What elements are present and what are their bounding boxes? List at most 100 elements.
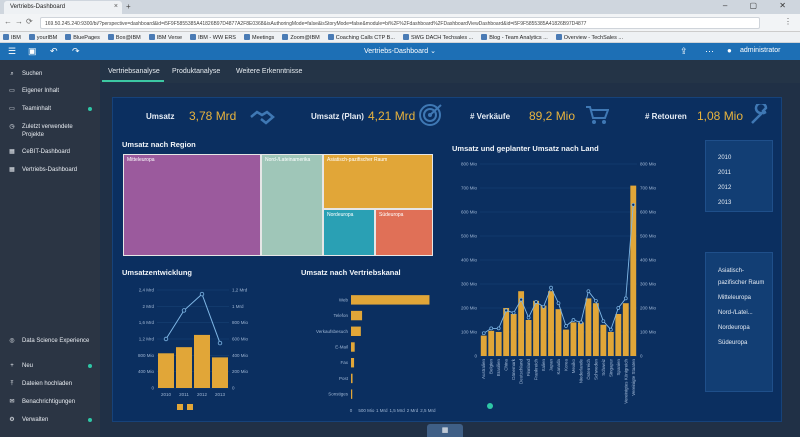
x-tick-label: Finnland bbox=[526, 359, 531, 377]
bookmark-item[interactable]: Zoom@IBM bbox=[282, 34, 320, 41]
forward-icon[interactable]: → bbox=[15, 17, 23, 26]
bookmark-label: Box@IBM bbox=[115, 35, 141, 41]
browser-tab[interactable]: Vertriebs-Dashboard × bbox=[4, 1, 122, 14]
tab-close-icon[interactable]: × bbox=[113, 3, 118, 10]
y2-tick-label: 600 Mio bbox=[640, 210, 657, 215]
bookmark-item[interactable]: Coaching Calls CTP B... bbox=[327, 34, 395, 41]
legend-swatch bbox=[487, 403, 493, 409]
treemap-tile[interactable]: Asiatisch-pazifischer Raum bbox=[323, 154, 433, 209]
dashboard-title-text: Vertriebs-Dashboard bbox=[363, 48, 429, 55]
y-tick-label: 400 Mio bbox=[138, 369, 155, 374]
bar bbox=[622, 303, 629, 356]
bar bbox=[540, 305, 547, 356]
new-tab-button[interactable]: + bbox=[126, 2, 131, 11]
bookmark-icon bbox=[190, 34, 197, 40]
region-filter-item[interactable]: Mitteleuropa bbox=[718, 295, 752, 301]
save-icon[interactable]: ▣ bbox=[28, 46, 37, 56]
x-tick-label: Schweiz bbox=[601, 358, 606, 376]
bookmark-item[interactable]: IBM bbox=[3, 34, 21, 41]
bookmark-item[interactable]: BluePages bbox=[65, 34, 100, 41]
sidebar-item-benachrichtigungen[interactable]: ✉ Benachrichtigungen bbox=[8, 398, 94, 406]
redo-icon[interactable]: ↷ bbox=[72, 46, 80, 56]
region-filter-item[interactable]: Südeuropa bbox=[718, 340, 748, 346]
year-filter-item[interactable]: 2013 bbox=[718, 200, 732, 206]
y-tick-label: 0 bbox=[151, 386, 154, 391]
tab-vertriebsanalyse[interactable]: Vertriebsanalyse bbox=[108, 68, 160, 75]
x-tick-label: 2013 bbox=[215, 392, 226, 397]
dashboard-title[interactable]: Vertriebs-Dashboard ⌄ bbox=[320, 47, 480, 55]
treemap-tile[interactable]: Nord-/Lateinamerika bbox=[261, 154, 323, 256]
bookmark-item[interactable]: Blog - Team Analytics ... bbox=[481, 34, 548, 41]
sidebar-item-suchen[interactable]: ⌕ Suchen bbox=[8, 70, 94, 78]
y2-tick-label: 100 Mio bbox=[640, 330, 657, 335]
more-icon[interactable]: ⋯ bbox=[705, 46, 714, 56]
bookmark-label: BluePages bbox=[73, 35, 100, 41]
line-point bbox=[163, 336, 169, 342]
line-point bbox=[608, 327, 613, 332]
sidebar-item-neu[interactable]: + Neu bbox=[8, 362, 94, 370]
bookmark-item[interactable]: SWG DACH Techsales ... bbox=[402, 34, 473, 41]
browser-menu-icon[interactable]: ⋮ bbox=[784, 17, 792, 26]
treemap-tile[interactable]: Südeuropa bbox=[375, 209, 433, 256]
share-icon[interactable]: ⇪ bbox=[680, 46, 688, 56]
sidebar-item-label: Data Science Experience bbox=[22, 338, 90, 344]
x-tick-label: 2012 bbox=[197, 392, 208, 397]
x-tick-label: 2010 bbox=[161, 392, 172, 397]
chart-title-umsatzentwicklung: Umsatzentwicklung bbox=[122, 268, 193, 277]
search-icon: ⌕ bbox=[10, 71, 14, 77]
url-input[interactable]: 169.50.245.240:9300/bi/?perspective=dash… bbox=[40, 17, 760, 29]
sidebar-item-label: Suchen bbox=[22, 71, 43, 77]
grid-icon[interactable]: ▦ bbox=[427, 424, 463, 437]
bookmark-item[interactable]: Box@IBM bbox=[107, 34, 141, 41]
treemap-tile[interactable]: Nordeuropa bbox=[323, 209, 375, 256]
x-tick-label: Korea bbox=[563, 359, 568, 372]
tab-weitere-erkenntnisse[interactable]: Weitere Erkenntnisse bbox=[236, 68, 303, 75]
clock-icon: ◷ bbox=[9, 124, 15, 130]
bookmark-item[interactable]: Overview - TechSales ... bbox=[555, 34, 623, 41]
y2-tick-label: 800 Mio bbox=[232, 320, 249, 325]
bar bbox=[351, 342, 355, 352]
undo-icon[interactable]: ↶ bbox=[50, 46, 58, 56]
y2-tick-label: 300 Mio bbox=[640, 282, 657, 287]
user-name[interactable]: administrator bbox=[740, 47, 781, 54]
user-icon[interactable]: ● bbox=[727, 46, 732, 55]
legend-swatch bbox=[187, 404, 193, 410]
bookmarks-bar: IBM yourIBM BluePages Box@IBM IBM Verse IBM -… bbox=[0, 32, 800, 43]
sidebar-item-label: Benachrichtigungen bbox=[22, 399, 76, 405]
reload-icon[interactable]: ⟳ bbox=[26, 17, 33, 26]
bookmark-item[interactable]: yourIBM bbox=[28, 34, 57, 41]
bar bbox=[585, 298, 592, 356]
category-label: Sonstiges bbox=[328, 392, 349, 397]
category-label: Web bbox=[339, 297, 349, 302]
year-filter-item[interactable]: 2011 bbox=[718, 170, 731, 176]
bookmark-item[interactable]: IBM - WW ERS bbox=[190, 34, 236, 41]
bookmark-item[interactable]: IBM Verse bbox=[148, 34, 182, 41]
window-controls[interactable]: – ▢ ✕ bbox=[722, 1, 796, 10]
sidebar-item-teaminhalt[interactable]: ▭ Teaminhalt bbox=[8, 105, 94, 113]
sidebar-item-dateien-hochladen[interactable]: ⤒ Dateien hochladen bbox=[8, 380, 94, 388]
menu-icon[interactable]: ☰ bbox=[8, 46, 17, 56]
year-filter-item[interactable]: 2012 bbox=[718, 185, 732, 191]
bar bbox=[503, 308, 510, 356]
region-filter-item[interactable]: Nordeuropa bbox=[718, 325, 750, 331]
sidebar-item-data-science-experience[interactable]: ◎ Data Science Experience bbox=[8, 337, 94, 345]
y-tick-label: 0 bbox=[474, 354, 477, 359]
sidebar-item-vertriebs-dashboard[interactable]: ▦ Vertriebs-Dashboard bbox=[8, 166, 94, 174]
treemap-tile[interactable]: Mitteleuropa bbox=[123, 154, 261, 256]
sidebar-item-cebit-dashboard[interactable]: ▦ CeBIT-Dashboard bbox=[8, 148, 94, 156]
notification-icon: ✉ bbox=[9, 399, 15, 405]
y2-tick-label: 0 bbox=[232, 386, 235, 391]
year-filter-item[interactable]: 2010 bbox=[718, 155, 732, 161]
bookmark-icon bbox=[148, 34, 155, 40]
umsatzentwicklung-chart: 0 400 Mio 800 Mio 1,2 Mrd 1,6 Mrd 2 Mrd 2,4 Mr… bbox=[138, 288, 249, 410]
y2-tick-label: 500 Mio bbox=[640, 234, 657, 239]
region-filter-item[interactable]: Nord-/Latei... bbox=[718, 310, 753, 316]
sidebar-item-verwalten[interactable]: ⚙ Verwalten bbox=[8, 416, 94, 424]
x-tick-label: Dänemark bbox=[511, 358, 516, 380]
tab-produktanalyse[interactable]: Produktanalyse bbox=[172, 68, 221, 75]
region-filter-item[interactable]: Asiatisch-pazifischer Raum bbox=[718, 268, 765, 286]
back-icon[interactable]: ← bbox=[4, 17, 12, 26]
sidebar-item-eigener-inhalt[interactable]: ▭ Eigener Inhalt bbox=[8, 87, 94, 95]
sidebar-item-zuletzt-verwendete-projekte[interactable]: ◷ Zuletzt verwendete Projekte bbox=[8, 123, 94, 139]
bookmark-item[interactable]: Meetings bbox=[243, 34, 274, 41]
